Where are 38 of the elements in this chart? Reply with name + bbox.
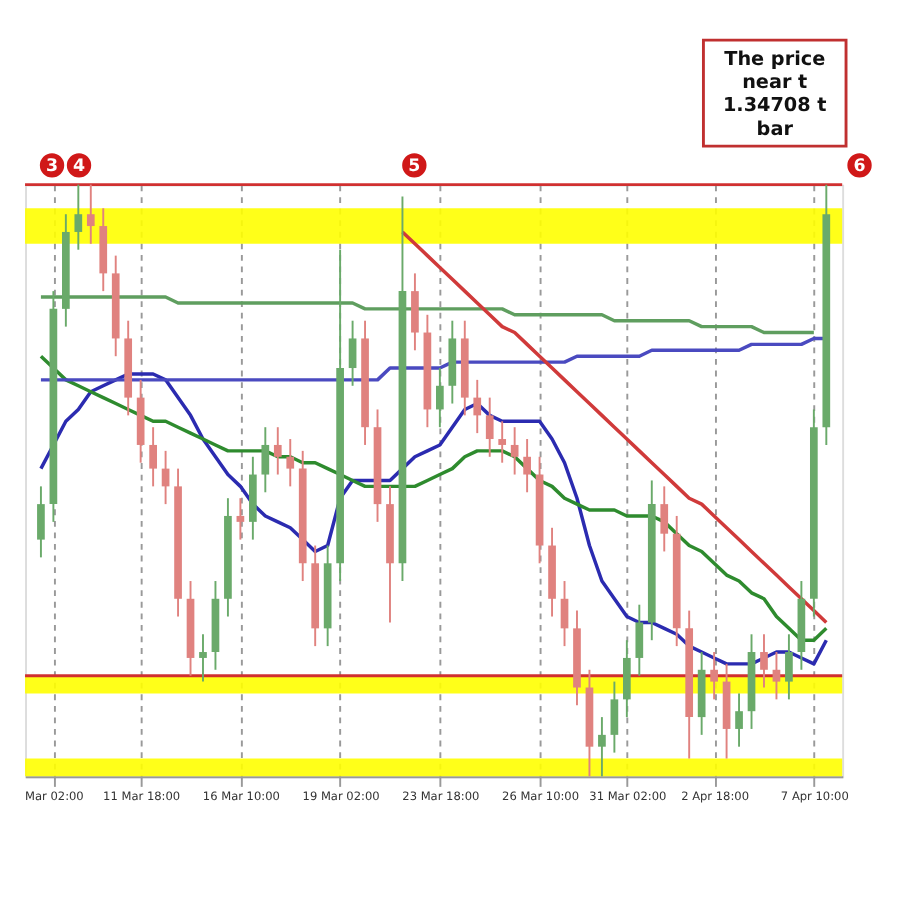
candlestick <box>735 692 743 748</box>
candlestick <box>772 651 781 701</box>
candlestick <box>722 662 731 760</box>
candlestick <box>523 438 531 494</box>
candlestick <box>760 633 768 689</box>
candlestick <box>436 367 444 429</box>
text: 5 <box>408 157 421 178</box>
candlestick <box>74 183 83 251</box>
candlestick <box>37 485 45 559</box>
candlestick <box>623 639 631 719</box>
candlestick <box>249 455 257 541</box>
candlestick <box>236 497 245 541</box>
candlestick <box>697 651 706 736</box>
candlestick <box>598 716 606 778</box>
candlestick <box>348 319 357 387</box>
candlestick <box>99 207 108 293</box>
candlestick <box>411 272 419 352</box>
candlestick <box>635 603 644 677</box>
candlestick <box>498 420 507 464</box>
candlestick <box>86 183 95 245</box>
candlestick <box>485 396 494 458</box>
text: 4 <box>72 157 86 178</box>
candlestick <box>448 319 457 405</box>
candlestick <box>273 426 282 476</box>
candlestick <box>510 426 519 476</box>
candlestick <box>286 438 295 488</box>
candlestick <box>660 485 669 553</box>
text: 3 <box>46 157 59 178</box>
candlestick <box>785 633 793 701</box>
text: The price near t 1.34708 t bar <box>722 49 828 141</box>
candlestick <box>149 426 157 488</box>
candlestick <box>261 426 270 494</box>
candlestick <box>199 633 207 683</box>
candlestick <box>710 651 718 701</box>
candlestick <box>610 680 619 754</box>
candlestick <box>136 378 145 464</box>
candlestick <box>473 378 482 435</box>
text: 6 <box>853 157 866 178</box>
